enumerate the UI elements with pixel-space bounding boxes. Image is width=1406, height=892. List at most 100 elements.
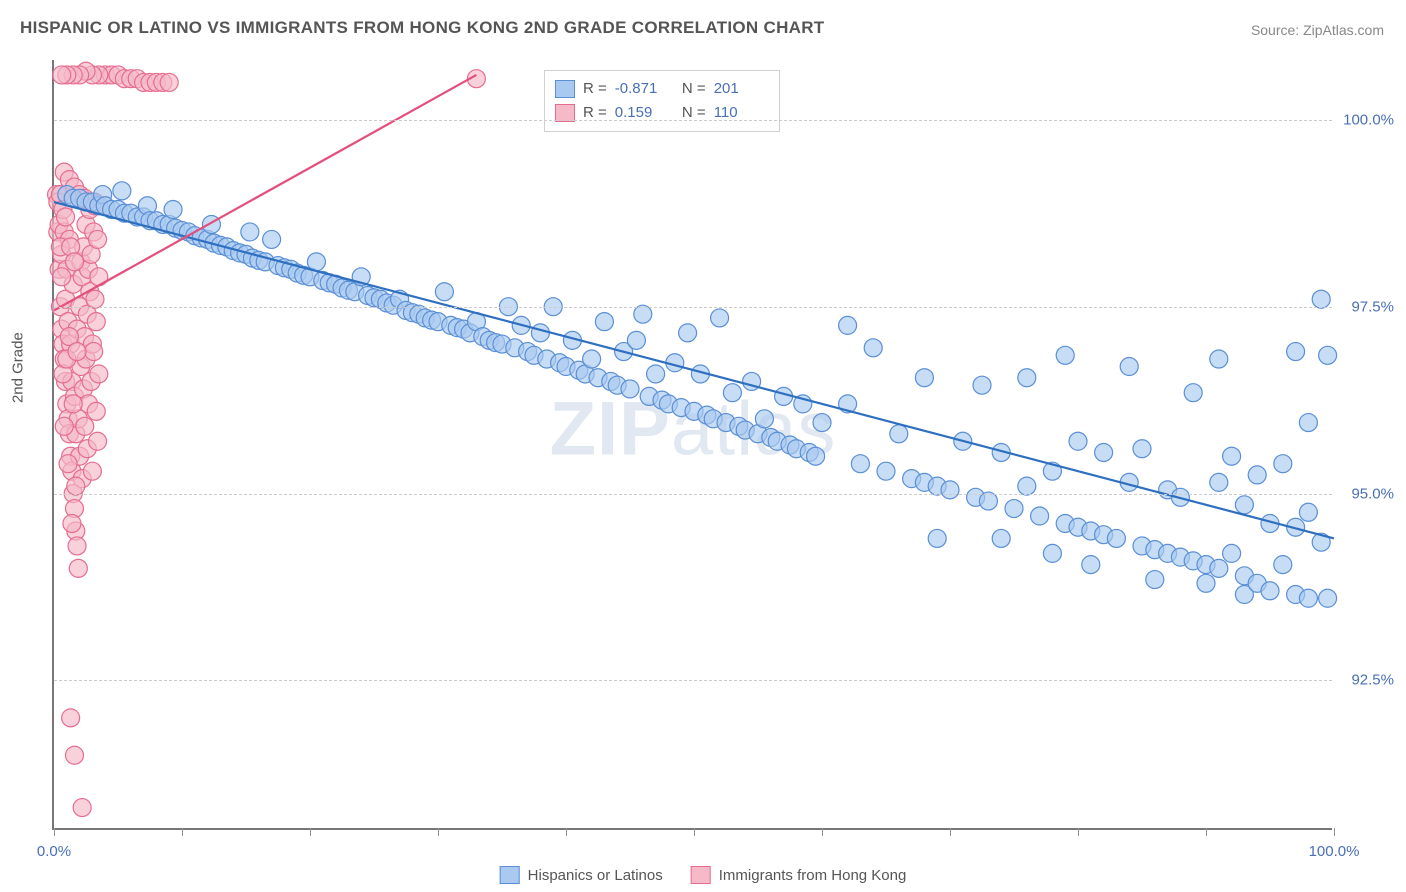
data-point [67, 477, 85, 495]
data-point [76, 417, 94, 435]
data-point [531, 324, 549, 342]
data-point [263, 230, 281, 248]
data-point [1299, 503, 1317, 521]
n-label: N = [678, 77, 706, 101]
data-point [973, 376, 991, 394]
data-point [1274, 455, 1292, 473]
y-tick-label: 92.5% [1351, 672, 1394, 689]
source-attribution: Source: ZipAtlas.com [1251, 22, 1384, 38]
data-point [89, 432, 107, 450]
data-point [1133, 440, 1151, 458]
data-point [647, 365, 665, 383]
data-point [1146, 571, 1164, 589]
legend-item-1: Hispanics or Latinos [500, 866, 663, 884]
r-value-2: 0.159 [615, 101, 670, 125]
data-point [164, 201, 182, 219]
data-point [1312, 290, 1330, 308]
data-point [583, 350, 601, 368]
x-tick [694, 828, 695, 836]
data-point [1210, 559, 1228, 577]
stats-legend: R = -0.871 N = 201 R = 0.159 N = 110 [544, 70, 780, 132]
data-point [851, 455, 869, 473]
x-tick [1334, 828, 1335, 836]
data-point [85, 343, 103, 361]
data-point [1197, 574, 1215, 592]
data-point [1095, 443, 1113, 461]
data-point [1287, 343, 1305, 361]
data-point [53, 268, 71, 286]
data-point [87, 313, 105, 331]
data-point [1018, 477, 1036, 495]
x-tick [1206, 828, 1207, 836]
swatch-series-2 [691, 866, 711, 884]
data-point [915, 369, 933, 387]
data-point [864, 339, 882, 357]
data-point [68, 537, 86, 555]
legend-label-1: Hispanics or Latinos [528, 867, 663, 884]
data-point [1005, 500, 1023, 518]
data-point [62, 709, 80, 727]
bottom-legend: Hispanics or Latinos Immigrants from Hon… [500, 866, 907, 884]
data-point [1210, 473, 1228, 491]
data-point [807, 447, 825, 465]
data-point [1184, 384, 1202, 402]
swatch-series-1 [500, 866, 520, 884]
data-point [307, 253, 325, 271]
data-point [1299, 414, 1317, 432]
data-point [755, 410, 773, 428]
data-point [1223, 447, 1241, 465]
gridline [54, 494, 1332, 495]
data-point [1319, 589, 1337, 607]
data-point [89, 230, 107, 248]
legend-label-2: Immigrants from Hong Kong [719, 867, 907, 884]
data-point [86, 290, 104, 308]
chart-canvas [54, 60, 1332, 828]
y-tick-label: 97.5% [1351, 298, 1394, 315]
data-point [55, 417, 73, 435]
x-tick [822, 828, 823, 836]
data-point [813, 414, 831, 432]
x-tick [54, 828, 55, 836]
data-point [1043, 544, 1061, 562]
x-tick [950, 828, 951, 836]
data-point [1319, 346, 1337, 364]
data-point [979, 492, 997, 510]
gridline [54, 307, 1332, 308]
chart-title: HISPANIC OR LATINO VS IMMIGRANTS FROM HO… [20, 18, 825, 38]
r-label: R = [583, 77, 607, 101]
data-point [679, 324, 697, 342]
r-value-1: -0.871 [615, 77, 670, 101]
data-point [1235, 496, 1253, 514]
data-point [1107, 529, 1125, 547]
data-point [1120, 358, 1138, 376]
data-point [1018, 369, 1036, 387]
data-point [53, 66, 71, 84]
data-point [65, 253, 83, 271]
y-axis-title: 2nd Grade [10, 332, 27, 403]
n-value-1: 201 [714, 77, 769, 101]
data-point [1069, 432, 1087, 450]
y-tick-label: 100.0% [1343, 111, 1394, 128]
x-tick [1078, 828, 1079, 836]
data-point [627, 331, 645, 349]
x-tick-label: 0.0% [37, 843, 71, 860]
data-point [711, 309, 729, 327]
data-point [890, 425, 908, 443]
gridline [54, 120, 1332, 121]
data-point [241, 223, 259, 241]
swatch-series-1 [555, 80, 575, 98]
r-label: R = [583, 101, 607, 125]
stats-row-series-1: R = -0.871 N = 201 [555, 77, 769, 101]
n-value-2: 110 [714, 101, 769, 125]
data-point [69, 559, 87, 577]
n-label: N = [678, 101, 706, 125]
data-point [839, 316, 857, 334]
x-tick [310, 828, 311, 836]
x-tick [566, 828, 567, 836]
data-point [1223, 544, 1241, 562]
data-point [595, 313, 613, 331]
data-point [1082, 556, 1100, 574]
data-point [1274, 556, 1292, 574]
trend-line [54, 202, 1334, 538]
data-point [1261, 582, 1279, 600]
